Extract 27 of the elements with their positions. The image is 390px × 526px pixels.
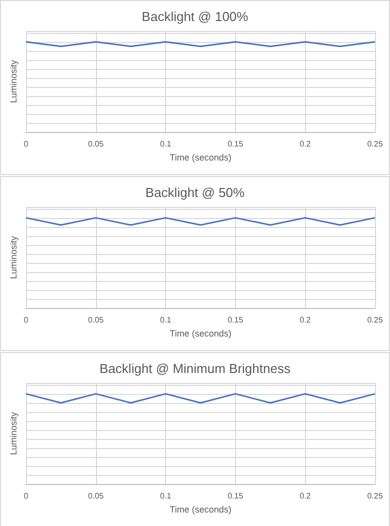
x-tick-label: 0.05 <box>88 316 104 324</box>
x-tick-label: 0.2 <box>300 140 312 148</box>
x-tick-label: 0.1 <box>160 316 172 324</box>
x-tick-label: 0.15 <box>228 492 244 500</box>
chart-title: Backlight @ 100% <box>142 9 249 24</box>
x-tick-label: 0.1 <box>160 140 172 148</box>
x-tick-label: 0.05 <box>88 492 104 500</box>
x-axis-title: Time (seconds) <box>170 504 232 514</box>
x-tick-label: 0.15 <box>228 140 244 148</box>
x-tick-label: 0.2 <box>300 492 312 500</box>
x-tick-label: 0.05 <box>88 140 104 148</box>
y-axis-title: Luminosity <box>8 236 18 280</box>
x-tick-label: 0.2 <box>300 316 312 324</box>
x-tick-label: 0 <box>24 492 29 500</box>
x-axis-title: Time (seconds) <box>170 328 232 338</box>
x-tick-label: 0.1 <box>160 492 172 500</box>
chart-title: Backlight @ Minimum Brightness <box>100 361 291 376</box>
x-tick-label: 0.15 <box>228 316 244 324</box>
x-tick-label: 0.25 <box>367 140 384 148</box>
y-axis-title: Luminosity <box>8 412 18 456</box>
x-tick-label: 0 <box>24 316 29 324</box>
y-axis-title: Luminosity <box>8 60 18 104</box>
x-axis-title: Time (seconds) <box>170 152 232 162</box>
x-tick-label: 0.25 <box>367 316 384 324</box>
chart-title: Backlight @ 50% <box>145 185 246 200</box>
x-tick-label: 0 <box>24 140 29 148</box>
x-tick-label: 0.25 <box>367 492 384 500</box>
